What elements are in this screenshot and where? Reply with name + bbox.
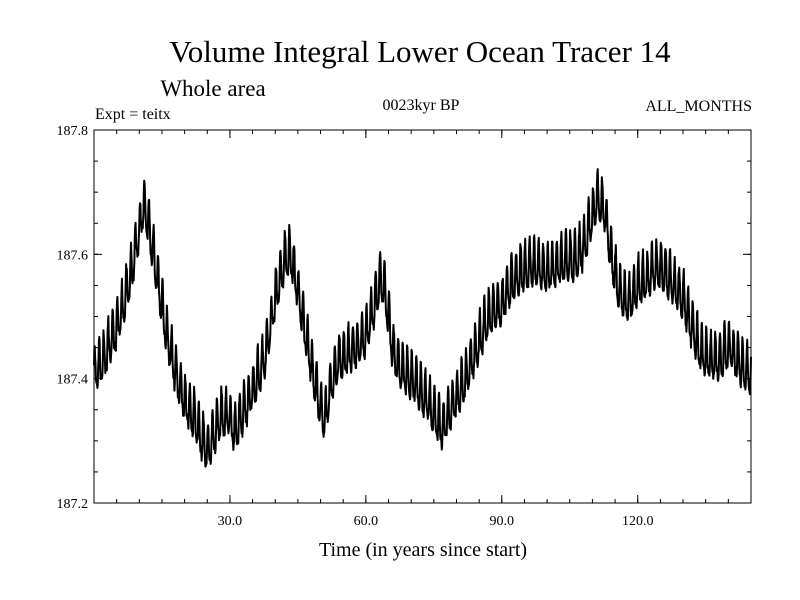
x-tick-label: 90.0	[490, 514, 515, 529]
x-tick-label: 120.0	[622, 514, 654, 529]
y-tick-label: 187.4	[57, 373, 89, 388]
chart-title: Volume Integral Lower Ocean Tracer 14	[169, 34, 671, 69]
x-tick-label: 30.0	[218, 514, 243, 529]
months-label: ALL_MONTHS	[645, 98, 752, 115]
y-tick-label: 187.2	[57, 497, 89, 512]
x-axis-ticks: 30.0 60.0 90.0 120.0	[116, 130, 729, 529]
series-line	[93, 168, 752, 468]
y-tick-label: 187.8	[57, 124, 89, 139]
plot-frame	[93, 129, 752, 504]
chart-subtitle: Whole area	[160, 76, 265, 101]
y-tick-label: 187.6	[57, 248, 89, 263]
period-label: 0023kyr BP	[383, 97, 460, 114]
x-axis-label: Time (in years since start)	[319, 539, 527, 561]
experiment-label: Expt = teitx	[95, 106, 171, 123]
x-tick-label: 60.0	[354, 514, 379, 529]
